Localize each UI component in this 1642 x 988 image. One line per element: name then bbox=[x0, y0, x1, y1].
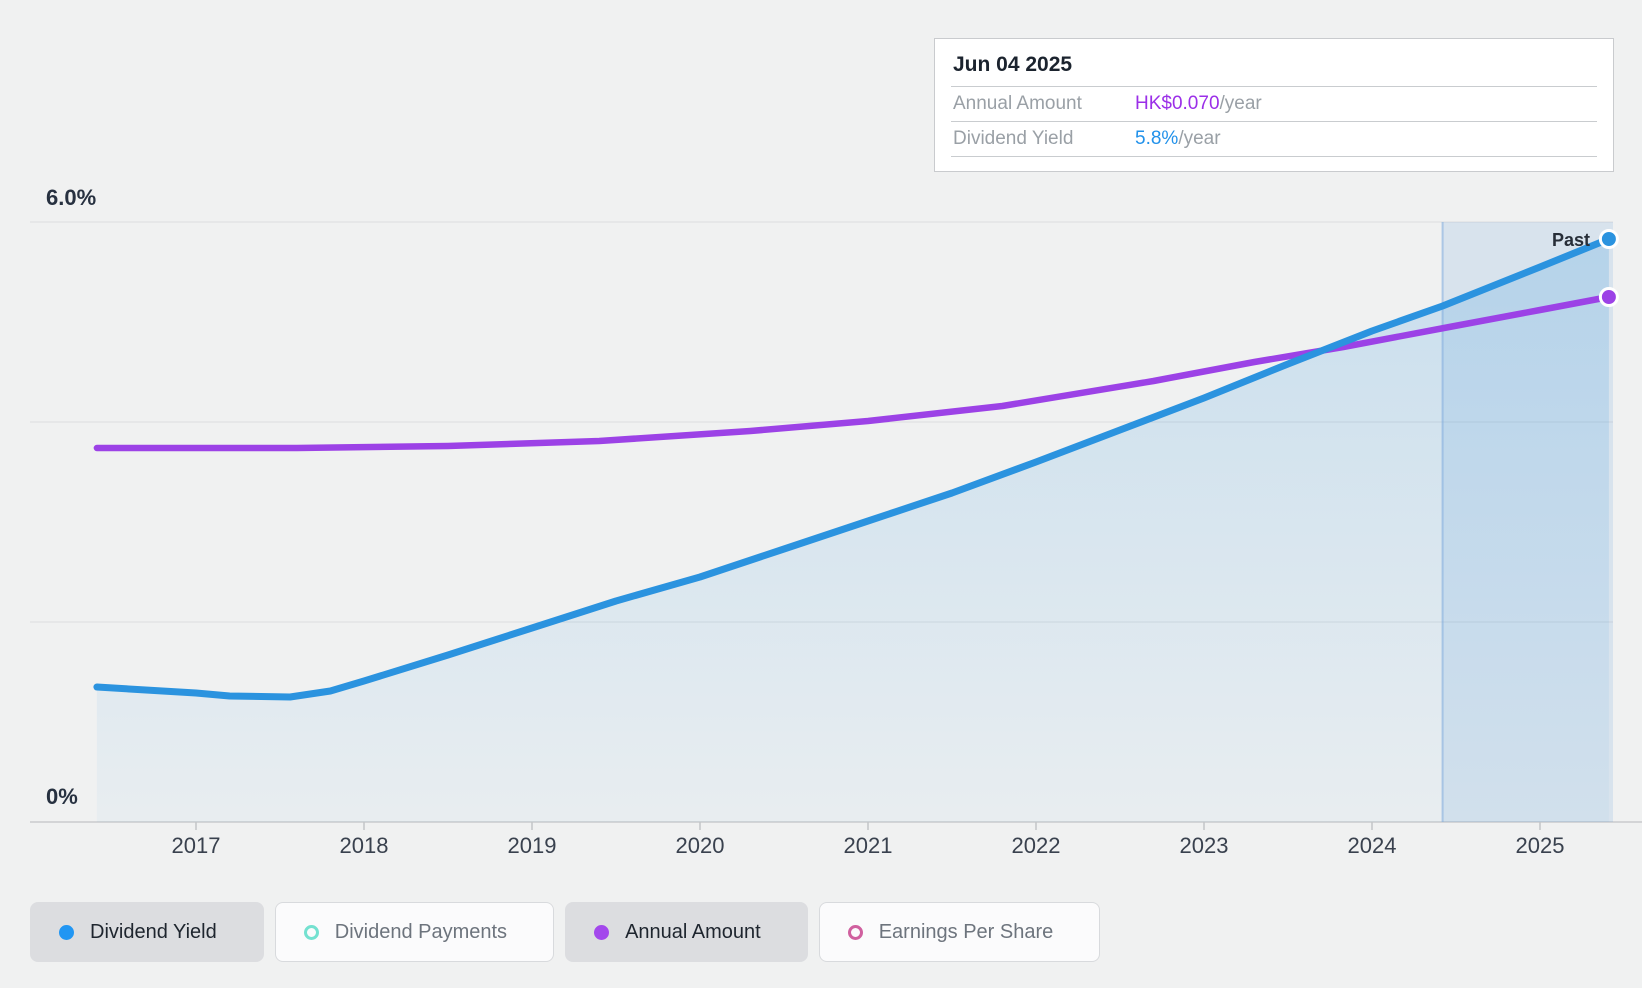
series-dot-icon bbox=[594, 924, 610, 940]
y-axis-label-min: 0% bbox=[46, 784, 78, 809]
legend-button-label: Dividend Payments bbox=[334, 920, 508, 943]
tooltip-row: Dividend Yield 5.8%/year bbox=[951, 122, 1597, 157]
chart-tooltip: Jun 04 2025 Annual Amount HK$0.070/year Di… bbox=[934, 38, 1614, 172]
x-axis-label-2022: 2022 bbox=[1011, 833, 1061, 858]
tooltip-row-suffix: /year bbox=[1219, 93, 1262, 114]
tooltip-rows: Annual Amount HK$0.070/year Dividend Yield… bbox=[951, 87, 1597, 157]
series-end-dot bbox=[1598, 287, 1619, 307]
legend-button-label: Annual Amount bbox=[625, 920, 761, 943]
legend-button-annual-amount[interactable]: Annual Amount bbox=[565, 902, 808, 962]
x-axis-label-2017: 2017 bbox=[171, 833, 221, 858]
y-axis-label-max: 6.0% bbox=[46, 185, 97, 210]
x-axis-label-2018: 2018 bbox=[339, 833, 389, 858]
legend-button-earnings-per-share[interactable]: Earnings Per Share bbox=[818, 902, 1101, 962]
tooltip-row-value: HK$0.070 bbox=[1135, 93, 1220, 114]
x-axis-label-2024: 2024 bbox=[1347, 833, 1397, 858]
x-axis-label-2019: 2019 bbox=[507, 833, 557, 858]
tooltip-row: Annual Amount HK$0.070/year bbox=[951, 87, 1597, 122]
x-axis-label-2020: 2020 bbox=[675, 833, 725, 858]
legend-button-dividend-yield[interactable]: Dividend Yield bbox=[30, 902, 264, 962]
legend: Dividend Yield Dividend Payments Annual Am… bbox=[30, 902, 1101, 962]
annual-amount-line bbox=[93, 293, 1613, 452]
series-dot-icon bbox=[303, 924, 319, 940]
tooltip-row-label: Annual Amount bbox=[953, 93, 1082, 114]
dividend-yield-line bbox=[93, 235, 1613, 701]
x-axis-label-2023: 2023 bbox=[1179, 833, 1229, 858]
yield-area-fill bbox=[96, 239, 1609, 822]
series-end-dot bbox=[1598, 229, 1619, 249]
series-dot-icon bbox=[847, 924, 863, 940]
legend-button-label: Earnings Per Share bbox=[878, 920, 1054, 943]
past-region-label: Past bbox=[1551, 230, 1591, 250]
tooltip-date: Jun 04 2025 bbox=[951, 39, 1597, 87]
legend-button-label: Dividend Yield bbox=[90, 920, 217, 943]
tooltip-row-label: Dividend Yield bbox=[953, 128, 1074, 149]
x-axis-label-2021: 2021 bbox=[843, 833, 893, 858]
x-axis-label-2025: 2025 bbox=[1515, 833, 1565, 858]
legend-button-dividend-payments[interactable]: Dividend Payments bbox=[274, 902, 555, 962]
series-dot-icon bbox=[59, 924, 74, 940]
tooltip-row-value: 5.8% bbox=[1135, 128, 1179, 149]
tooltip-row-suffix: /year bbox=[1178, 128, 1221, 149]
